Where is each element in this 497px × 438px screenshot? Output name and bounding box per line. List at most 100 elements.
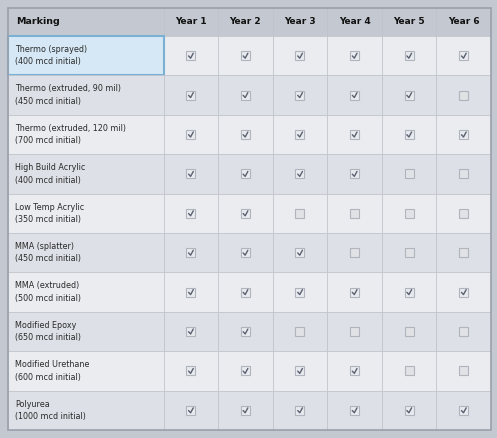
Bar [241, 51, 250, 60]
Bar [436, 194, 491, 233]
Bar [164, 233, 218, 272]
Bar [273, 272, 327, 312]
Text: Low Temp Acrylic
(350 mcd initial): Low Temp Acrylic (350 mcd initial) [15, 202, 84, 224]
Bar [218, 233, 273, 272]
Bar [273, 194, 327, 233]
Bar [218, 312, 273, 351]
Bar [350, 170, 359, 178]
Bar [350, 248, 359, 257]
Bar [327, 194, 382, 233]
Bar [218, 154, 273, 194]
Bar [273, 36, 327, 75]
Text: Year 2: Year 2 [230, 18, 261, 27]
Bar [241, 367, 250, 375]
Bar [273, 115, 327, 154]
Bar [436, 36, 491, 75]
Text: Thermo (sprayed)
(400 mcd initial): Thermo (sprayed) (400 mcd initial) [15, 45, 87, 67]
Bar [296, 91, 305, 99]
Bar [8, 194, 164, 233]
Bar [405, 327, 414, 336]
Bar [8, 312, 164, 351]
Bar [459, 130, 468, 139]
Bar [405, 51, 414, 60]
Bar [350, 327, 359, 336]
Bar [327, 115, 382, 154]
Bar [218, 391, 273, 430]
Bar [459, 170, 468, 178]
Bar [273, 351, 327, 391]
Text: Modified Epoxy
(650 mcd initial): Modified Epoxy (650 mcd initial) [15, 321, 81, 342]
Bar [164, 36, 218, 75]
Bar [436, 233, 491, 272]
Bar [327, 391, 382, 430]
Text: Polyurea
(1000 mcd initial): Polyurea (1000 mcd initial) [15, 399, 86, 421]
Bar [327, 233, 382, 272]
Bar [241, 130, 250, 139]
Bar [186, 367, 195, 375]
Bar [382, 351, 436, 391]
Bar [296, 367, 305, 375]
Bar [241, 288, 250, 297]
Bar [241, 248, 250, 257]
Bar [436, 154, 491, 194]
Bar [327, 8, 382, 36]
Bar [273, 233, 327, 272]
Bar [186, 248, 195, 257]
Bar [164, 115, 218, 154]
Text: Year 6: Year 6 [448, 18, 480, 27]
Bar [459, 91, 468, 99]
Bar [382, 115, 436, 154]
Bar [436, 75, 491, 115]
Bar [436, 8, 491, 36]
Bar [327, 154, 382, 194]
Bar [241, 327, 250, 336]
Bar [241, 170, 250, 178]
Text: Thermo (extruded, 120 mil)
(700 mcd initial): Thermo (extruded, 120 mil) (700 mcd init… [15, 124, 126, 145]
Bar [436, 272, 491, 312]
Bar [164, 312, 218, 351]
Bar [350, 51, 359, 60]
Bar [382, 8, 436, 36]
Text: Marking: Marking [16, 18, 60, 27]
Bar [436, 312, 491, 351]
Bar [186, 130, 195, 139]
Text: Year 5: Year 5 [393, 18, 425, 27]
Bar [327, 272, 382, 312]
Bar [405, 406, 414, 415]
Bar [186, 51, 195, 60]
Bar [459, 51, 468, 60]
Bar [8, 391, 164, 430]
Bar [350, 91, 359, 99]
Bar [459, 406, 468, 415]
Bar [350, 367, 359, 375]
Bar [164, 351, 218, 391]
Bar [296, 170, 305, 178]
Bar [436, 391, 491, 430]
Bar [273, 75, 327, 115]
Bar [273, 8, 327, 36]
Bar [164, 154, 218, 194]
Bar [241, 406, 250, 415]
Bar [382, 391, 436, 430]
Bar [327, 75, 382, 115]
Bar [350, 130, 359, 139]
Bar [459, 209, 468, 218]
Text: MMA (extruded)
(500 mcd initial): MMA (extruded) (500 mcd initial) [15, 281, 81, 303]
Bar [405, 130, 414, 139]
Bar [8, 233, 164, 272]
Bar [8, 75, 164, 115]
Bar [382, 36, 436, 75]
Bar [436, 351, 491, 391]
Bar [186, 288, 195, 297]
Bar [382, 194, 436, 233]
Bar [218, 8, 273, 36]
Bar [218, 36, 273, 75]
Bar [296, 248, 305, 257]
Bar [382, 75, 436, 115]
Bar [350, 288, 359, 297]
Bar [8, 36, 164, 75]
Bar [382, 272, 436, 312]
Bar [459, 367, 468, 375]
Bar [273, 154, 327, 194]
Bar [405, 170, 414, 178]
